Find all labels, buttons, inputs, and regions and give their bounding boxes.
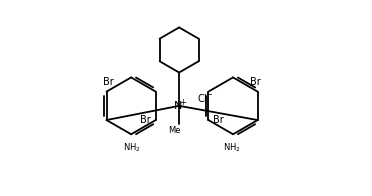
Text: Me: Me xyxy=(169,126,181,135)
Text: Br: Br xyxy=(250,77,261,87)
Text: Br: Br xyxy=(103,77,114,87)
Text: +: + xyxy=(179,98,186,107)
Text: Br: Br xyxy=(140,115,151,125)
Text: NH$_2$: NH$_2$ xyxy=(124,141,141,154)
Text: Cl$^{-}$: Cl$^{-}$ xyxy=(197,92,214,104)
Text: NH$_2$: NH$_2$ xyxy=(223,141,241,154)
Text: Br: Br xyxy=(213,115,224,125)
Text: N: N xyxy=(173,101,182,111)
